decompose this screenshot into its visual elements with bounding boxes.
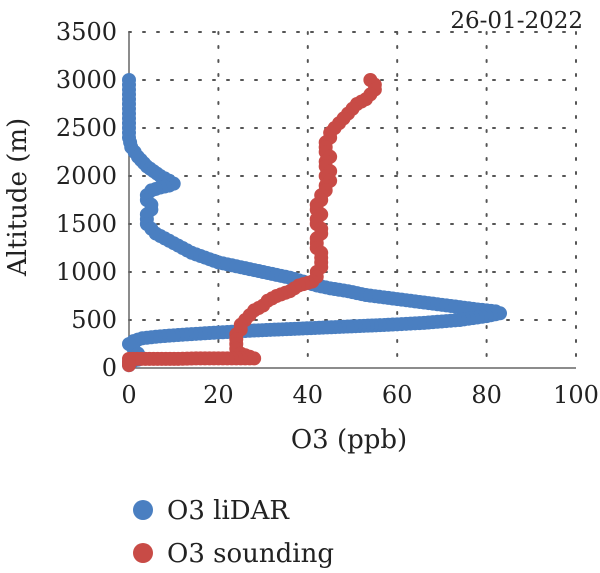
legend-marker-sounding <box>133 543 153 563</box>
x-tick-labels: 0 20 40 60 80 100 <box>121 381 599 409</box>
y-tick-label: 2000 <box>56 162 117 190</box>
y-tick-label: 0 <box>102 354 117 382</box>
grid-lines <box>128 31 577 369</box>
date-annotation: 26-01-2022 <box>450 8 583 34</box>
legend: O3 liDAR O3 sounding <box>133 496 334 569</box>
x-tick-label: 60 <box>382 381 413 409</box>
y-tick-label: 3000 <box>56 66 117 94</box>
series-o3-sounding <box>122 73 382 373</box>
x-axis-title: O3 (ppb) <box>291 425 407 455</box>
x-tick-label: 40 <box>293 381 324 409</box>
data-point <box>122 358 136 373</box>
x-tick-label: 80 <box>471 381 502 409</box>
y-tick-label: 500 <box>71 306 117 334</box>
legend-label-lidar: O3 liDAR <box>167 496 290 526</box>
x-tick-label: 20 <box>203 381 234 409</box>
x-tick-label: 100 <box>553 381 599 409</box>
y-axis-title: Altitude (m) <box>3 118 33 277</box>
y-tick-label: 1500 <box>56 210 117 238</box>
y-tick-label: 3500 <box>56 18 117 46</box>
data-points <box>122 73 508 373</box>
legend-label-sounding: O3 sounding <box>167 539 334 569</box>
series-o3-lidar <box>122 73 508 373</box>
x-tick-label: 0 <box>121 381 136 409</box>
y-tick-label: 2500 <box>56 114 117 142</box>
y-tick-label: 1000 <box>56 258 117 286</box>
y-tick-labels: 0 500 1000 1500 2000 2500 3000 3500 <box>56 18 117 382</box>
legend-marker-lidar <box>133 500 153 520</box>
